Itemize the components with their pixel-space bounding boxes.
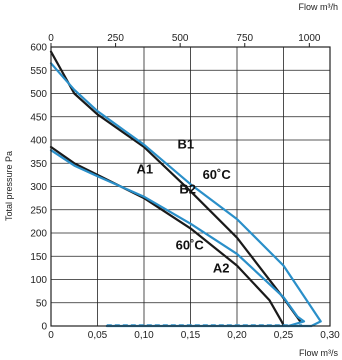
x-tick-label: 0,20 — [227, 330, 247, 341]
x-tick-label: 0,10 — [134, 330, 154, 341]
y-tick-label: 600 — [30, 43, 47, 54]
curve-label: A1 — [137, 161, 154, 176]
x-tick-label: 0,30 — [320, 330, 340, 341]
y-tick-label: 550 — [30, 66, 47, 77]
x-axis-title: Flow m³/s — [299, 348, 338, 358]
y-tick-label: 500 — [30, 89, 47, 100]
y-tick-label: 250 — [30, 205, 47, 216]
x2-tick-label: 750 — [236, 33, 253, 44]
curve-label: B2 — [179, 181, 196, 196]
curve-a2-60-c — [49, 149, 306, 328]
x2-tick-label: 1000 — [298, 33, 321, 44]
x-tick-label: 0 — [48, 330, 54, 341]
x-tick-label: 0,15 — [181, 330, 201, 341]
y-tick-label: 150 — [30, 252, 47, 263]
y-tick-label: 400 — [30, 136, 47, 147]
y-tick-label: 450 — [30, 112, 47, 123]
x2-axis-title: Flow m³/h — [298, 2, 338, 12]
y-tick-label: 300 — [30, 182, 47, 193]
curve-label: 60˚C — [203, 167, 232, 182]
y-tick-label: 350 — [30, 159, 47, 170]
x2-tick-label: 250 — [107, 33, 124, 44]
y-tick-label: 50 — [36, 298, 48, 309]
x2-tick-label: 0 — [48, 33, 54, 44]
y-tick-label: 200 — [30, 229, 47, 240]
curve-label: A2 — [213, 261, 230, 276]
y-tick-label: 100 — [30, 275, 47, 286]
curve-label: 60˚C — [176, 237, 205, 252]
chart-grid — [51, 47, 330, 326]
curve-label: B1 — [177, 136, 194, 151]
y-tick-label: 0 — [41, 322, 47, 333]
y-axis-title: Total pressure Pa — [4, 151, 14, 221]
chart-curve-labels: A1 B1 B2 60˚C 60˚C A2 — [137, 136, 232, 275]
x2-tick-label: 500 — [172, 33, 189, 44]
x-tick-label: 0,25 — [274, 330, 294, 341]
curve-a2 — [49, 145, 285, 327]
curve-b1 — [49, 50, 302, 323]
x-tick-label: 0,05 — [88, 330, 108, 341]
plot-frame — [50, 46, 331, 327]
